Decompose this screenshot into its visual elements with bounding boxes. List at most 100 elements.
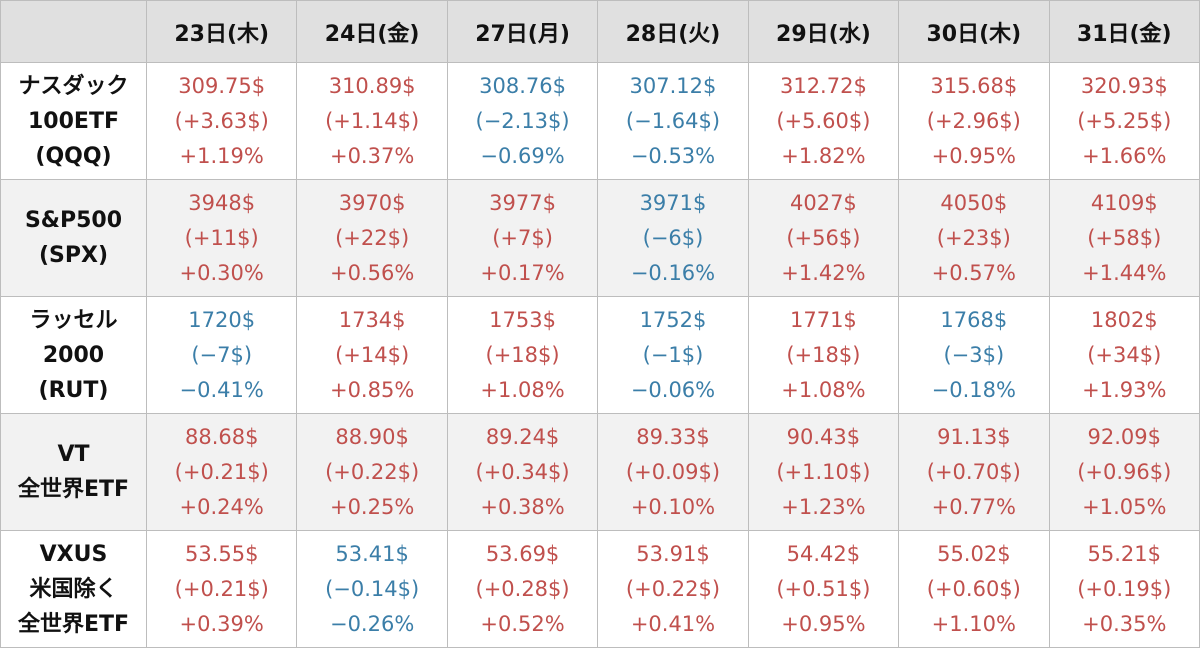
price-value: 90.43$ — [786, 424, 861, 449]
price-cell: 88.90$ (+0.22$) +0.25% — [296, 413, 448, 531]
percent-change: +0.85% — [329, 377, 415, 402]
price-cell: 53.91$ (+0.22$) +0.41% — [597, 530, 749, 648]
percent-change: +1.08% — [480, 377, 565, 402]
date-header: 23日(木) — [145, 0, 298, 63]
price-value: 3977$ — [489, 190, 556, 215]
date-header: 31日(金) — [1048, 0, 1200, 63]
price-cell: 1734$ (+14$) +0.85% — [296, 296, 448, 414]
price-value: 89.24$ — [485, 424, 560, 449]
percent-change: +0.10% — [630, 494, 716, 519]
price-cell: 91.13$ (+0.70$) +0.77% — [898, 413, 1050, 531]
row-label-line: ナスダック — [18, 73, 129, 99]
table-row: VT 全世界ETF 88.68$ (+0.21$) +0.24% 88.90$ (+0.22… — [0, 413, 1200, 531]
price-cell: 55.02$ (+0.60$) +1.10% — [898, 530, 1050, 648]
price-change: (+56$) — [786, 225, 861, 250]
table-row: ナスダック 100ETF (QQQ) 309.75$ (+3.63$) +1.19% 310… — [0, 62, 1200, 180]
percent-change: +1.44% — [1082, 260, 1167, 285]
corner-cell — [0, 0, 147, 63]
price-value: 320.93$ — [1080, 73, 1168, 98]
price-change: (+34$) — [1087, 342, 1162, 367]
percent-change: +0.39% — [179, 611, 264, 636]
price-value: 4109$ — [1090, 190, 1158, 215]
row-label-line: (SPX) — [38, 243, 109, 268]
price-value: 1752$ — [639, 307, 707, 332]
row-label: VXUS 米国除く 全世界ETF — [0, 530, 147, 648]
percent-change: +0.57% — [931, 260, 1016, 285]
price-change: (+2.96$) — [926, 108, 1021, 133]
price-value: 55.02$ — [937, 541, 1011, 566]
price-cell: 312.72$ (+5.60$) +1.82% — [747, 62, 900, 180]
price-cell: 1752$ (−1$) −0.06% — [597, 296, 749, 414]
price-value: 1720$ — [188, 307, 256, 332]
price-cell: 92.09$ (+0.96$) +1.05% — [1048, 413, 1200, 531]
row-label-line: 米国除く — [29, 576, 118, 602]
price-value: 1768$ — [940, 307, 1008, 332]
row-label-line: S&P500 — [24, 208, 123, 233]
date-header: 30日(木) — [898, 0, 1050, 63]
price-change: (−3$) — [943, 342, 1005, 367]
price-change: (+14$) — [335, 342, 410, 367]
date-header: 27日(月) — [446, 0, 599, 63]
price-value: 89.33$ — [636, 424, 710, 449]
price-change: (+0.09$) — [625, 459, 721, 484]
price-change: (+0.28$) — [475, 576, 570, 601]
date-header: 28日(火) — [597, 0, 749, 63]
percent-change: +1.42% — [781, 260, 866, 285]
price-value: 91.13$ — [937, 424, 1011, 449]
price-value: 4027$ — [789, 190, 857, 215]
row-label-line: 全世界ETF — [17, 477, 130, 502]
price-cell: 4109$ (+58$) +1.44% — [1048, 179, 1200, 297]
price-cell: 307.12$ (−1.64$) −0.53% — [597, 62, 749, 180]
table-row: S&P500 (SPX) 3948$ (+11$) +0.30% 3970$ (+22$) +… — [0, 179, 1200, 297]
percent-change: +0.77% — [931, 494, 1016, 519]
price-cell: 89.24$ (+0.34$) +0.38% — [446, 413, 599, 531]
price-change: (+5.60$) — [776, 108, 871, 133]
percent-change: +0.17% — [480, 260, 565, 285]
row-label-line: VXUS — [39, 541, 108, 567]
price-value: 309.75$ — [178, 73, 266, 98]
percent-change: +1.08% — [781, 377, 866, 402]
price-cell: 1768$ (−3$) −0.18% — [898, 296, 1050, 414]
row-label-line: VT — [57, 442, 90, 467]
row-label-line: ラッセル — [29, 307, 118, 333]
row-label-line: 100ETF — [28, 108, 119, 134]
price-value: 3971$ — [639, 190, 707, 215]
price-change: (−1$) — [642, 342, 704, 367]
price-value: 55.21$ — [1087, 541, 1161, 566]
price-value: 1753$ — [489, 307, 556, 332]
price-cell: 315.68$ (+2.96$) +0.95% — [898, 62, 1050, 180]
price-change: (+1.14$) — [325, 108, 420, 133]
price-cell: 55.21$ (+0.19$) +0.35% — [1048, 530, 1200, 648]
price-value: 53.91$ — [636, 541, 710, 566]
date-header: 24日(金) — [296, 0, 448, 63]
percent-change: −0.06% — [630, 377, 716, 402]
price-change: (+3.63$) — [174, 108, 269, 133]
percent-change: −0.16% — [630, 260, 716, 285]
percent-change: −0.53% — [630, 143, 716, 168]
price-change: (+0.34$) — [475, 459, 570, 484]
price-value: 53.41$ — [335, 541, 409, 566]
price-value: 3970$ — [338, 190, 406, 215]
percent-change: +1.66% — [1082, 143, 1167, 168]
price-value: 1734$ — [338, 307, 406, 332]
price-change: (+5.25$) — [1077, 108, 1172, 133]
price-change: (+0.19$) — [1077, 576, 1172, 601]
price-cell: 89.33$ (+0.09$) +0.10% — [597, 413, 749, 531]
price-cell: 308.76$ (−2.13$) −0.69% — [446, 62, 599, 180]
price-change: (+1.10$) — [776, 459, 871, 484]
price-value: 307.12$ — [629, 73, 717, 98]
price-change: (+0.22$) — [325, 459, 420, 484]
percent-change: +0.24% — [179, 494, 264, 519]
percent-change: +0.25% — [329, 494, 415, 519]
price-value: 88.90$ — [335, 424, 409, 449]
price-cell: 1753$ (+18$) +1.08% — [446, 296, 599, 414]
percent-change: +0.56% — [329, 260, 415, 285]
price-value: 88.68$ — [184, 424, 259, 449]
row-label-line: 2000 — [42, 342, 105, 368]
price-cell: 3970$ (+22$) +0.56% — [296, 179, 448, 297]
price-change: (−7$) — [191, 342, 253, 367]
row-label: VT 全世界ETF — [0, 413, 147, 531]
price-value: 54.42$ — [786, 541, 861, 566]
price-change: (+0.51$) — [776, 576, 871, 601]
